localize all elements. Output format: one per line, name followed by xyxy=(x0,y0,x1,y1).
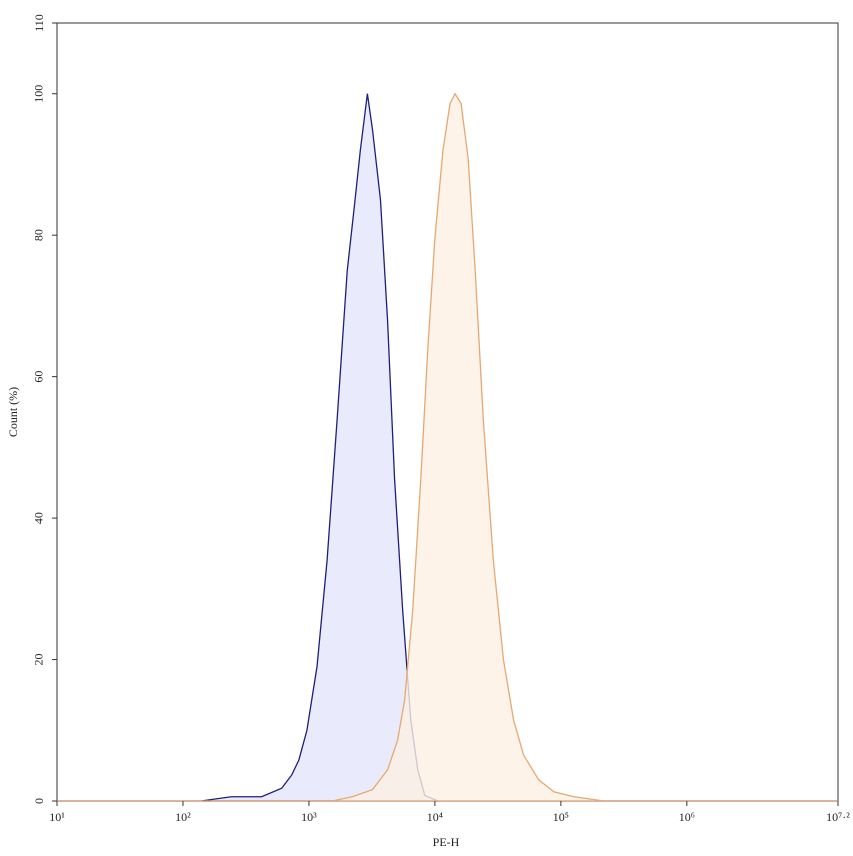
y-tick-label: 40 xyxy=(32,512,46,524)
y-tick-label: 80 xyxy=(32,229,46,241)
x-tick-label: 10² xyxy=(175,810,191,824)
x-tick-label: 10¹ xyxy=(49,810,65,824)
y-tick-label: 0 xyxy=(32,798,46,804)
plot-area xyxy=(57,92,838,802)
x-tick-label: 10⁷·² xyxy=(826,810,850,824)
y-tick-label: 110 xyxy=(32,14,46,32)
y-tick-label: 100 xyxy=(32,85,46,103)
y-tick-label: 20 xyxy=(32,654,46,666)
x-axis-title: PE-H xyxy=(433,835,460,849)
histogram-curve xyxy=(57,92,838,802)
y-tick-label: 60 xyxy=(32,371,46,383)
x-tick-label: 10³ xyxy=(301,810,317,824)
x-tick-label: 10⁴ xyxy=(427,810,443,824)
y-axis-title: Count (%) xyxy=(6,387,20,437)
x-tick-label: 10⁵ xyxy=(553,810,569,824)
x-tick-label: 10⁶ xyxy=(679,810,695,824)
